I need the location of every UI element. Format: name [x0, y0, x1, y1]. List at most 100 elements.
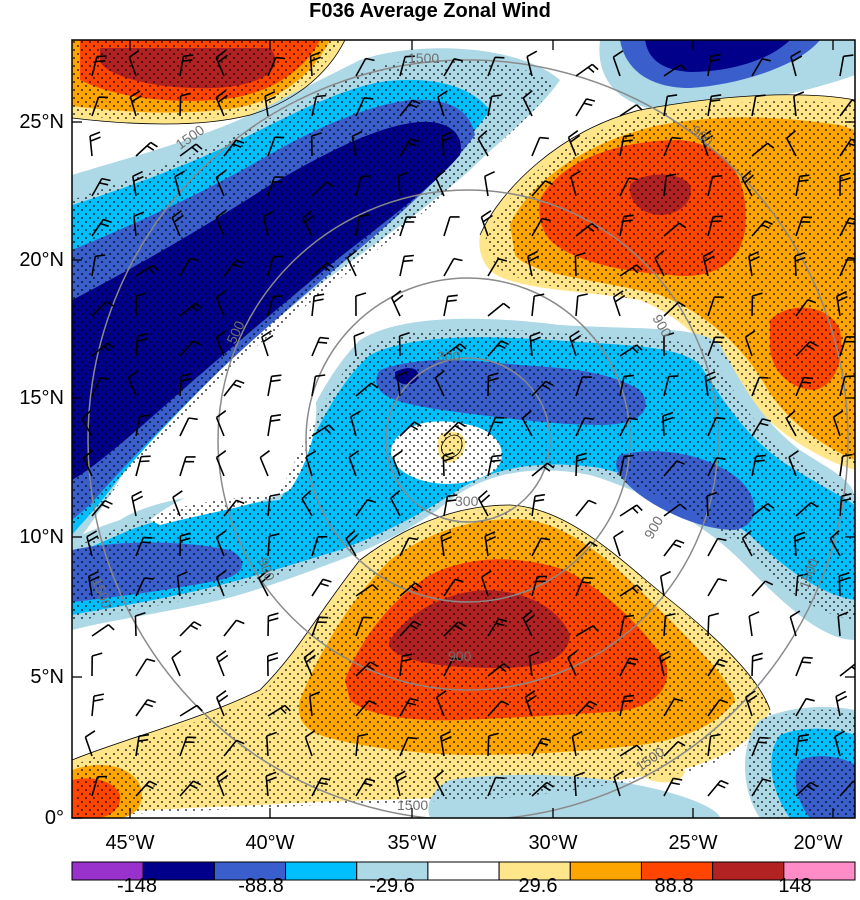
wind-barb [398, 332, 410, 357]
wind-barb [575, 700, 598, 717]
lon-label: 30°W [528, 832, 578, 854]
wind-barb [91, 377, 110, 397]
wind-barb [663, 301, 686, 317]
wind-barb [567, 130, 581, 157]
wind-barb [261, 330, 274, 357]
wind-barb [355, 661, 378, 677]
colorbar-box [427, 861, 500, 881]
wind-barb [748, 250, 760, 277]
wind-barb [487, 56, 505, 77]
wind-barb [223, 379, 245, 397]
wind-barb [839, 54, 854, 77]
wind-barb [789, 610, 801, 637]
wind-barb [442, 451, 454, 477]
wind-barb [355, 214, 370, 237]
wind-barb [399, 620, 422, 637]
wind-barb [311, 424, 335, 437]
wind-barb [311, 262, 335, 277]
wind-barb [133, 211, 145, 237]
wind-barb [302, 209, 315, 237]
wind-barb [267, 255, 283, 277]
wind-barb [836, 290, 848, 317]
wind-barb [707, 612, 720, 637]
wind-barb [179, 92, 191, 117]
wind-barb [795, 656, 813, 677]
wind-barb [487, 700, 510, 717]
wind-barb [487, 732, 499, 757]
wind-barb [487, 94, 502, 117]
wind-barb [305, 450, 317, 477]
wind-barb [487, 372, 499, 397]
wind-barb [179, 340, 202, 357]
ring-label: 900 [255, 556, 278, 584]
wind-barb [267, 414, 282, 437]
wind-barbs [81, 50, 855, 797]
wind-barb [477, 130, 489, 157]
wind-barb [663, 375, 679, 397]
wind-barb [223, 619, 245, 637]
wind-barb [179, 143, 203, 157]
wind-barb [434, 369, 445, 397]
wind-barb [443, 294, 458, 317]
wind-barb [267, 704, 291, 717]
wind-barb [311, 777, 331, 797]
wind-barb [399, 216, 416, 237]
wind-barb [663, 173, 677, 197]
wind-barb [707, 537, 727, 557]
wind-barb [216, 770, 229, 797]
wind-barb [751, 94, 766, 117]
wind-barb [707, 175, 723, 197]
wind-barb [834, 730, 845, 757]
wind-barb [795, 299, 817, 317]
wind-barb [91, 624, 115, 637]
wind-barb [350, 410, 361, 437]
wind-barb [215, 570, 227, 597]
wind-barb [569, 330, 582, 357]
wind-barb [575, 576, 593, 597]
wind-barb [521, 410, 533, 437]
wind-barb [663, 460, 685, 477]
wind-barb [531, 293, 545, 317]
wind-barb [267, 533, 280, 557]
colorbar-box [569, 861, 642, 881]
wind-barb [443, 621, 466, 637]
wind-barb [570, 170, 581, 197]
wind-barb [355, 97, 374, 117]
wind-barb [751, 778, 772, 797]
colorbar-label: -88.8 [238, 875, 284, 897]
wind-barb [223, 259, 245, 277]
wind-barb [663, 613, 676, 637]
wind-barb [619, 417, 639, 437]
wind-barb [179, 417, 198, 437]
wind-barb [355, 700, 377, 717]
lon-label: 20°W [793, 832, 843, 854]
wind-barb [223, 499, 245, 517]
wind-barb [531, 462, 555, 477]
wind-barb [839, 256, 855, 277]
wind-barb [663, 777, 683, 797]
wind-barb [439, 730, 452, 757]
wind-barb [311, 181, 334, 197]
wind-barb [443, 657, 463, 677]
ring-label: 900 [448, 648, 472, 664]
wind-barb [309, 51, 322, 77]
wind-barb [135, 536, 153, 557]
wind-barb [223, 739, 245, 757]
wind-barb [437, 90, 448, 117]
ring-label: 1500 [408, 50, 439, 66]
wind-barb [399, 537, 418, 557]
wind-barb [751, 580, 774, 597]
wind-barb [171, 210, 184, 237]
wind-barb [440, 531, 453, 557]
wind-barb [663, 503, 687, 517]
wind-barb [575, 452, 587, 477]
wind-barb [311, 94, 327, 117]
wind-barb [619, 454, 634, 477]
wind-barb [663, 332, 675, 356]
wind-barb [839, 138, 855, 157]
wind-barb [487, 258, 508, 277]
wind-barb [751, 376, 769, 397]
wind-barb [91, 693, 105, 717]
wind-barb [91, 254, 106, 277]
wind-barb [443, 494, 458, 517]
